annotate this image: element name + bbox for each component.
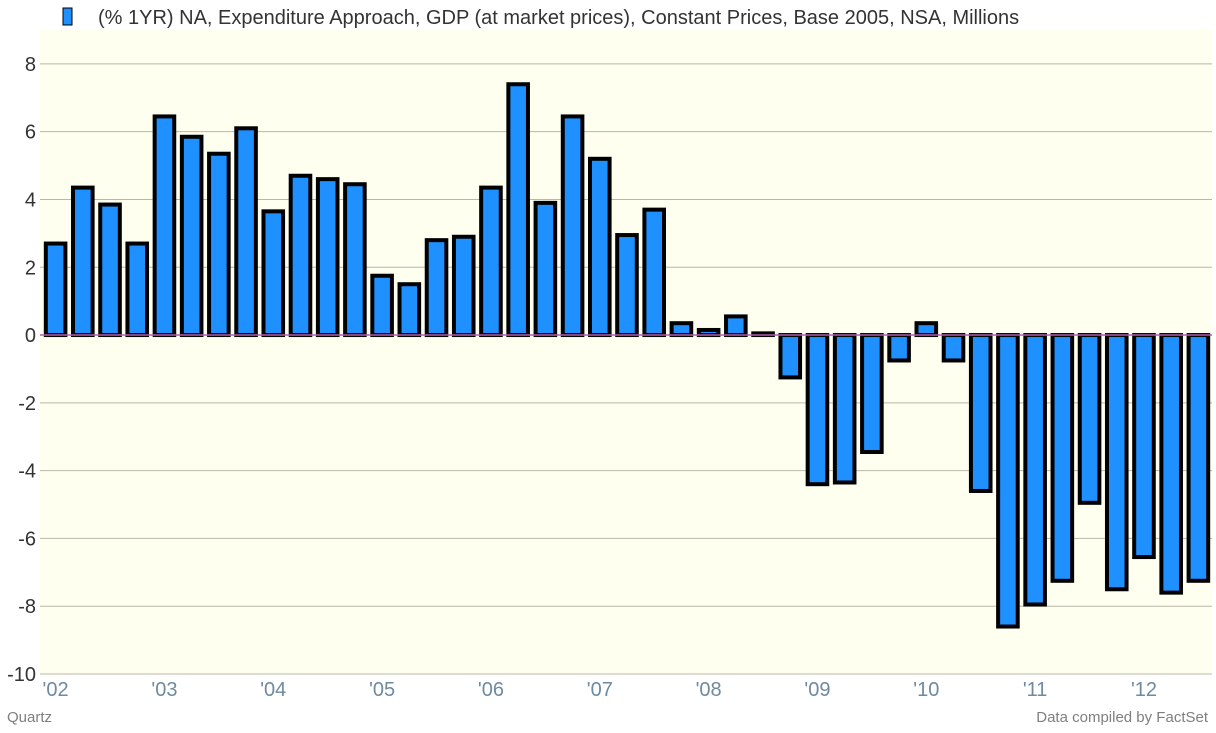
bar bbox=[642, 207, 666, 338]
x-tick-label: '10 bbox=[913, 679, 939, 701]
y-tick-label: 6 bbox=[25, 122, 36, 144]
bar bbox=[179, 134, 204, 338]
bar bbox=[1023, 333, 1047, 607]
bar bbox=[1077, 333, 1102, 505]
bar bbox=[588, 156, 612, 338]
bar bbox=[805, 333, 830, 487]
bar bbox=[832, 333, 857, 485]
bar bbox=[968, 333, 993, 493]
bar bbox=[451, 234, 476, 338]
footer-source-left: Quartz bbox=[7, 709, 52, 726]
y-tick-label: 0 bbox=[25, 325, 36, 347]
bar bbox=[941, 333, 966, 363]
bar bbox=[778, 333, 803, 380]
bar bbox=[152, 114, 177, 338]
bar bbox=[343, 182, 367, 338]
bar bbox=[506, 82, 530, 338]
x-tick-label: '08 bbox=[696, 679, 722, 701]
bar bbox=[43, 241, 68, 338]
x-axis-ticks: '02 '03 '04 '05 '06 '07 '08 '09 '10 '11 '12 bbox=[43, 679, 1157, 701]
x-tick-label: '02 bbox=[43, 679, 69, 701]
bar bbox=[860, 333, 884, 454]
bar bbox=[914, 321, 939, 338]
y-tick-label: -4 bbox=[18, 461, 36, 483]
x-tick-label: '09 bbox=[804, 679, 830, 701]
bar bbox=[234, 126, 258, 338]
bar bbox=[1186, 333, 1211, 583]
y-tick-label: -6 bbox=[18, 528, 36, 550]
bar bbox=[479, 185, 503, 338]
legend-label: (% 1YR) NA, Expenditure Approach, GDP (a… bbox=[98, 7, 1019, 29]
y-tick-label: 8 bbox=[25, 54, 36, 76]
x-tick-label: '06 bbox=[478, 679, 504, 701]
bar bbox=[98, 202, 122, 338]
bar bbox=[996, 333, 1020, 629]
bar bbox=[1159, 333, 1183, 595]
bar bbox=[1050, 333, 1075, 583]
bar bbox=[370, 273, 394, 338]
bar bbox=[1104, 333, 1129, 592]
y-axis-ticks: 8 6 4 2 0 -2 -4 -6 -8 -10 bbox=[7, 54, 36, 686]
bar bbox=[615, 233, 639, 338]
bar bbox=[696, 327, 721, 338]
bar bbox=[315, 177, 340, 338]
footer-source-right: Data compiled by FactSet bbox=[1036, 709, 1209, 726]
bar bbox=[724, 314, 748, 338]
y-tick-label: -2 bbox=[18, 393, 36, 415]
bar bbox=[397, 282, 422, 338]
bar bbox=[207, 151, 231, 338]
bar bbox=[424, 238, 449, 338]
bar bbox=[533, 200, 558, 338]
x-tick-label: '11 bbox=[1023, 679, 1048, 701]
y-tick-label: -10 bbox=[7, 664, 36, 686]
bar bbox=[669, 321, 694, 338]
bar bbox=[71, 185, 95, 338]
y-tick-label: 2 bbox=[25, 257, 36, 279]
bar bbox=[887, 333, 911, 363]
bar bbox=[1132, 333, 1156, 560]
x-tick-label: '04 bbox=[260, 679, 286, 701]
x-tick-label: '12 bbox=[1131, 679, 1157, 701]
bar bbox=[560, 114, 585, 338]
x-tick-label: '05 bbox=[369, 679, 395, 701]
bar bbox=[125, 241, 150, 338]
y-tick-label: -8 bbox=[18, 596, 36, 618]
legend-swatch bbox=[62, 7, 73, 26]
bar bbox=[261, 209, 286, 338]
legend: (% 1YR) NA, Expenditure Approach, GDP (a… bbox=[62, 7, 1019, 29]
bar bbox=[288, 173, 313, 338]
x-tick-label: '07 bbox=[587, 679, 613, 701]
x-tick-label: '03 bbox=[151, 679, 177, 701]
y-tick-label: 4 bbox=[25, 189, 36, 211]
